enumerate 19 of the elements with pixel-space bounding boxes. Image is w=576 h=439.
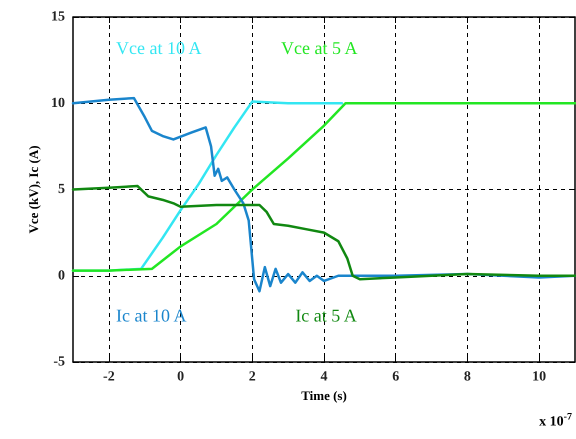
text: Vce at 5 A: [280, 38, 358, 58]
x-tick-label: 8: [464, 370, 471, 384]
y-axis-title: Vce (kV), Ic (A): [26, 145, 42, 234]
x-tick-label: 0: [177, 370, 184, 384]
x-axis-title: Time (s): [301, 388, 347, 403]
y-tick-label: -5: [53, 354, 65, 370]
text: Ic at 10 A: [116, 305, 187, 326]
y-tick-label: 10: [51, 96, 65, 111]
text: Vce at 10 A: [116, 38, 202, 58]
y-tick-label: 0: [58, 268, 65, 284]
line-series: [72, 184, 576, 280]
x-tick-label: 6: [392, 370, 400, 384]
x-tick-label: 10: [532, 370, 546, 384]
x-tick-label: 4: [320, 370, 328, 384]
series-label: Ic at 5 A: [295, 305, 357, 326]
x-tick-label: -2: [103, 370, 115, 384]
y-tick-label: 5: [58, 182, 65, 197]
x-tick-label: 2: [248, 370, 256, 384]
y-tick-label: 15: [51, 10, 65, 24]
